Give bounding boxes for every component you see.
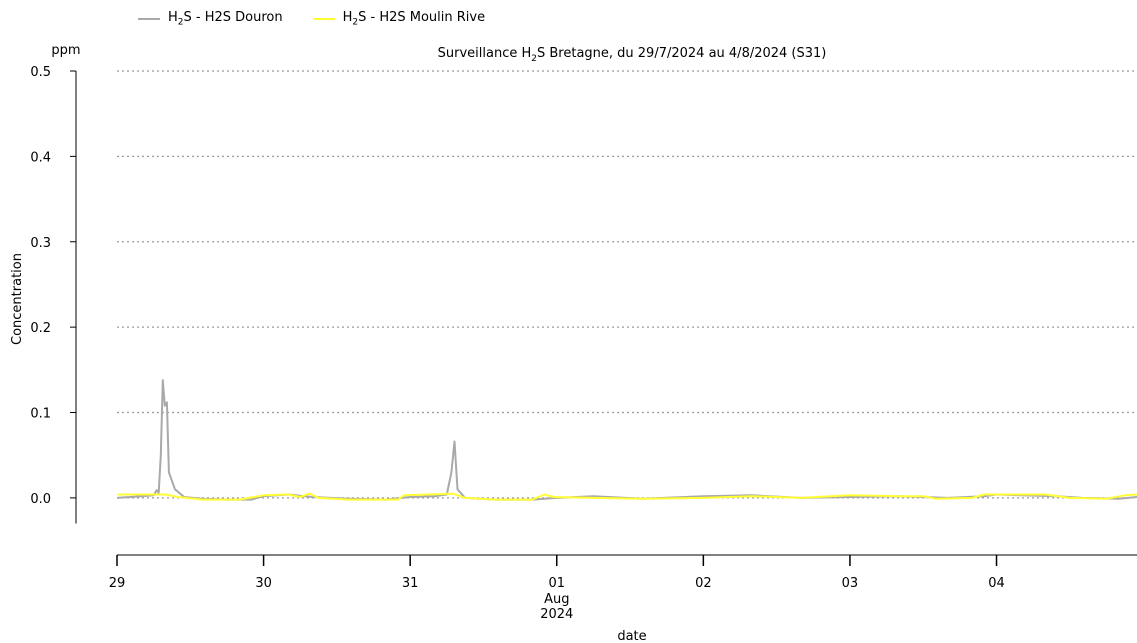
legend-label-douron: H2S - H2S Douron [168,10,283,28]
x-tick-sublabel: 2024 [540,607,573,622]
x-tick-label: 03 [842,576,859,591]
y-axis-label: Concentration [10,253,25,345]
x-tick-label: 30 [255,576,272,591]
legend: H2S - H2S Douron H2S - H2S Moulin Rive [138,10,485,28]
y-tick-label: 0.3 [30,236,51,251]
y-tick-label: 0.0 [30,492,51,507]
y-tick-label: 0.1 [30,407,51,422]
y-tick-label: 0.5 [30,65,51,80]
x-tick-label: 01 [548,576,565,591]
x-tick-sublabel: Aug [544,592,569,607]
series-group [116,379,1137,501]
y-axis: 0.0 0.1 0.2 0.3 0.4 0.5 [30,65,77,524]
legend-item-douron: H2S - H2S Douron [138,10,283,28]
x-tick-label: 29 [109,576,126,591]
x-tick-label: 31 [402,576,419,591]
legend-label-moulin-rive: H2S - H2S Moulin Rive [342,10,486,28]
x-tick-label: 04 [988,576,1005,591]
legend-swatch-douron [138,17,160,20]
chart-title: Surveillance H2S Bretagne, du 29/7/2024 … [438,46,827,64]
legend-item-moulin-rive: H2S - H2S Moulin Rive [312,10,486,28]
series-line-1 [117,492,1137,501]
series-line-0 [116,379,1137,501]
gridlines [117,70,1137,499]
x-tick-label: 02 [695,576,712,591]
y-unit-label: ppm [51,43,80,58]
y-tick-label: 0.2 [30,321,51,336]
legend-swatch-moulin-rive [312,17,335,20]
x-axis-label: date [617,629,646,643]
y-tick-label: 0.4 [30,150,51,165]
